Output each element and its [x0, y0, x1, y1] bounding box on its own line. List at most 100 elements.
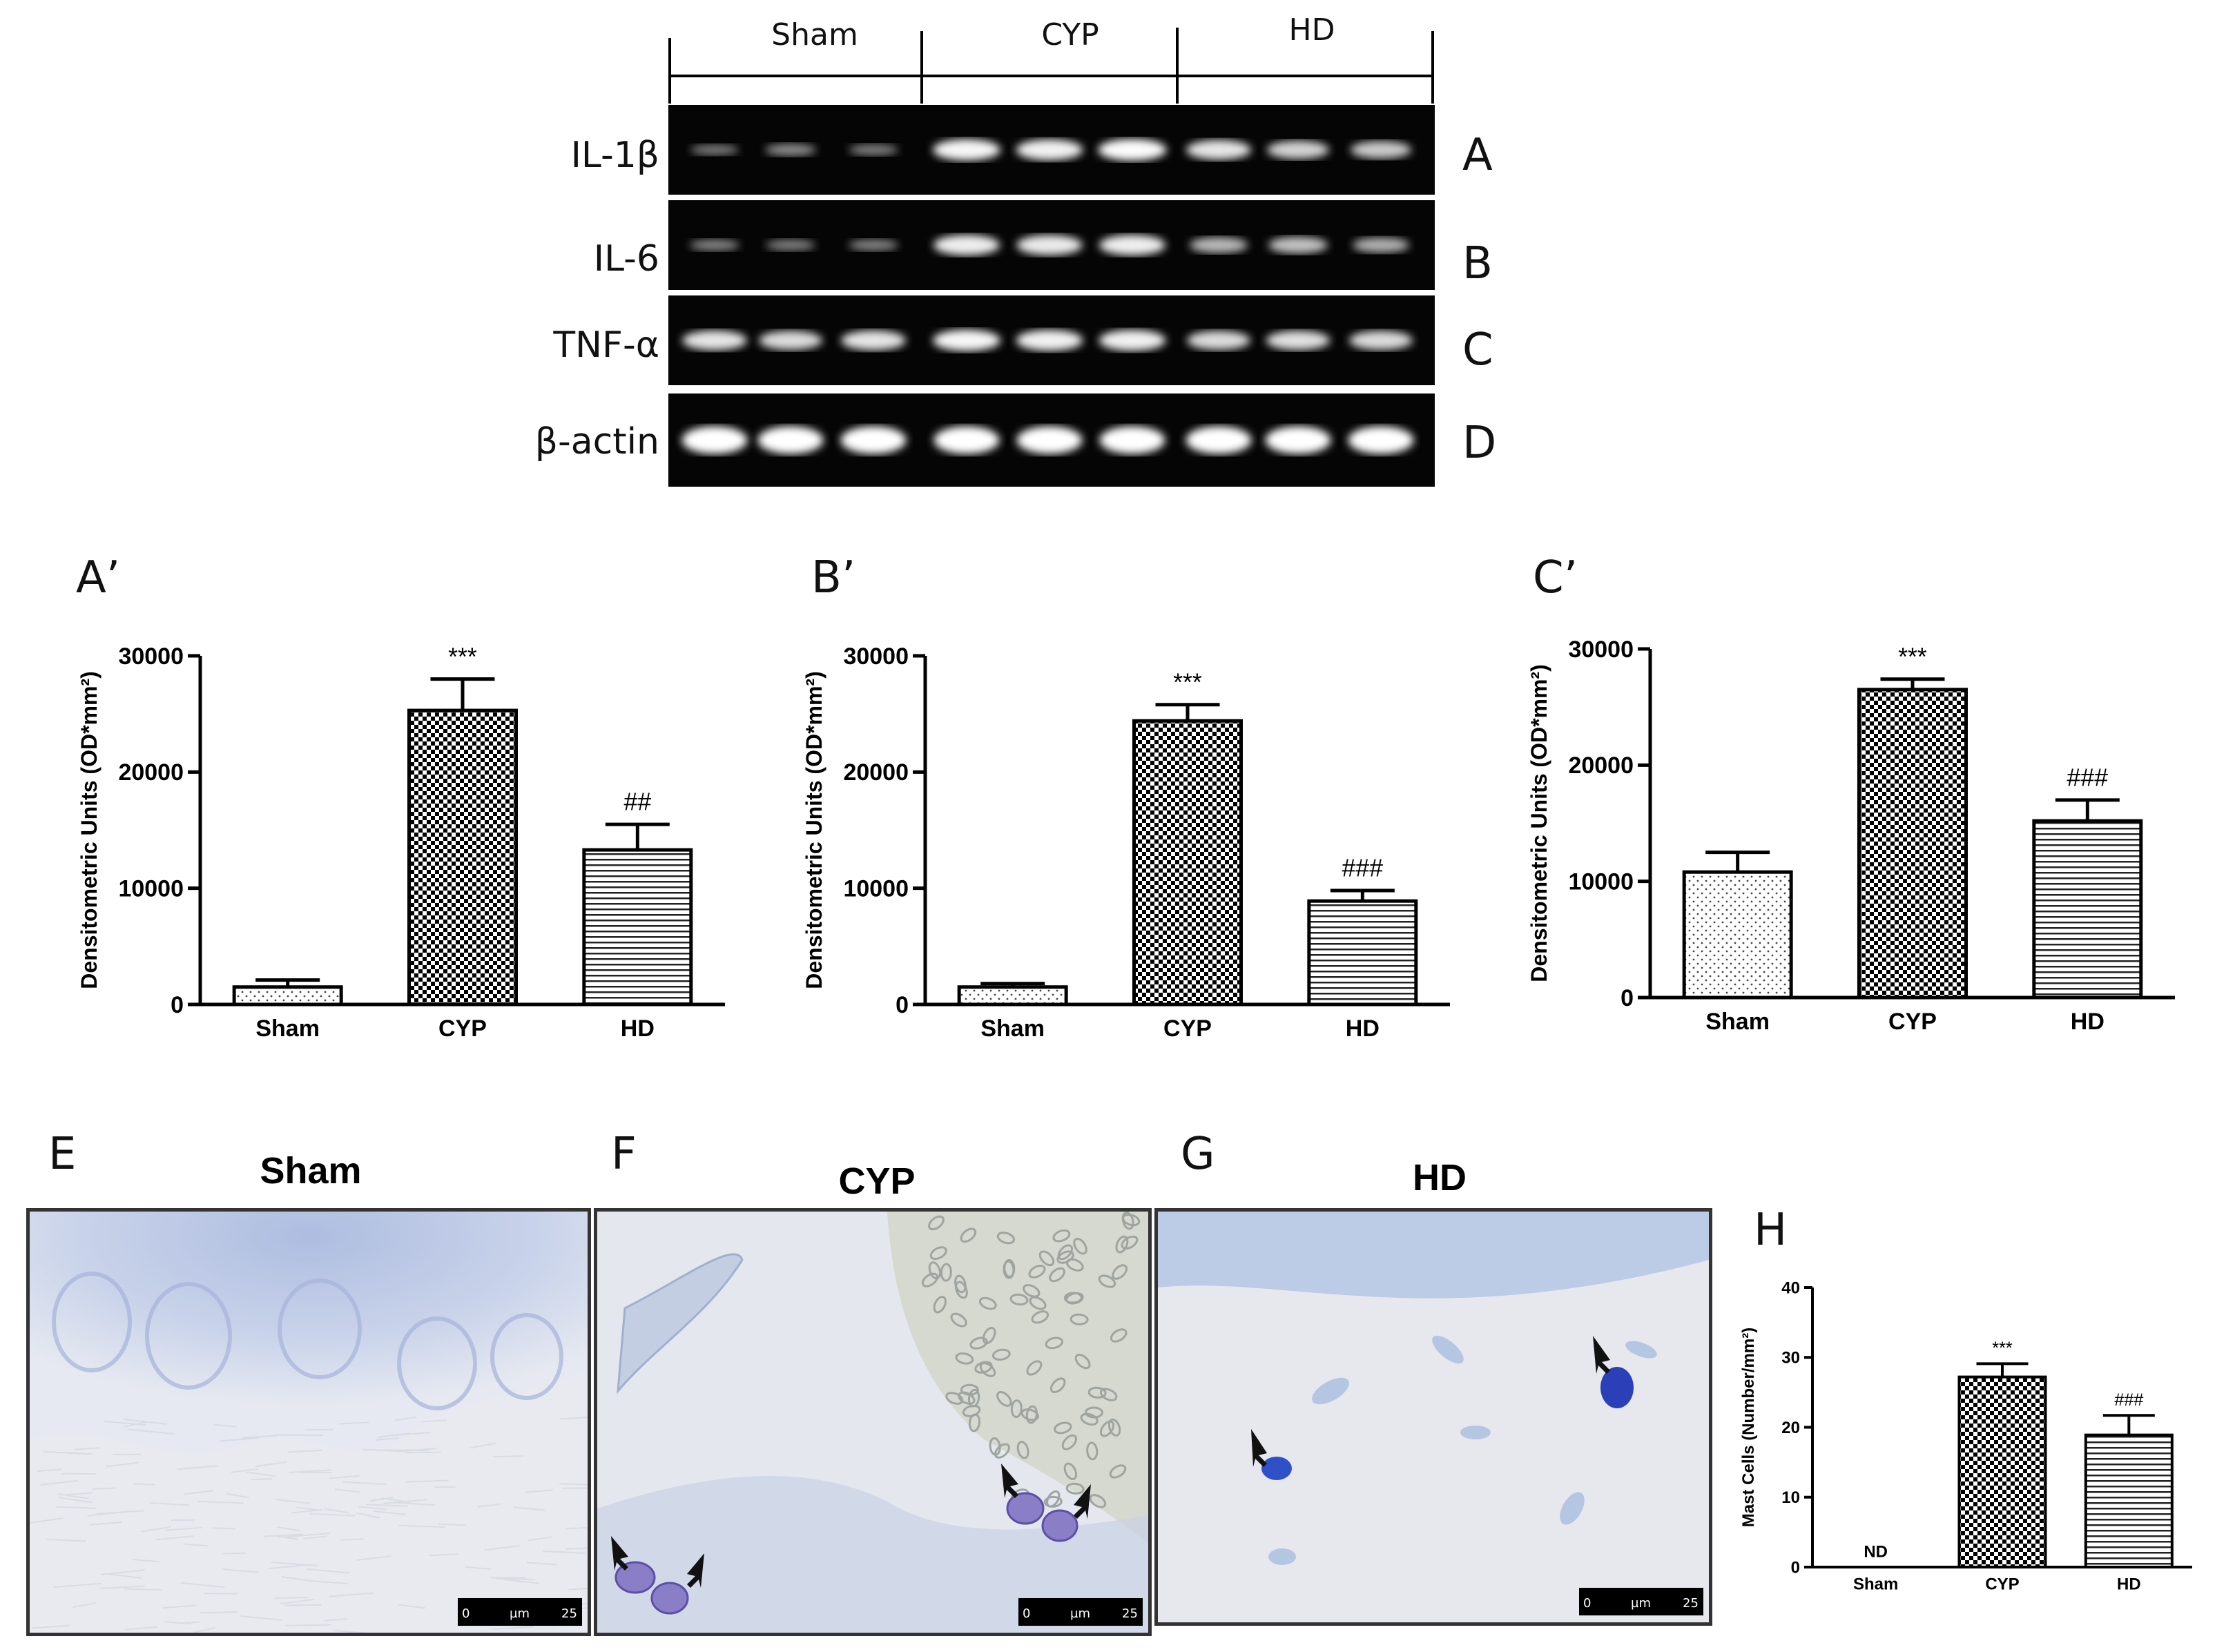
scale-bar-hd: 0 µm 25	[1579, 1588, 1703, 1615]
x-tick-label: Sham	[255, 1016, 320, 1042]
scale-bar-unit: µm	[510, 1606, 530, 1621]
panel-letter-h: H	[1754, 1205, 1788, 1256]
y-tick-label: 0	[171, 992, 184, 1018]
x-tick-label: HD	[2071, 1009, 2105, 1035]
panel-letter-c-prime: C’	[1533, 552, 1578, 603]
bar-sham	[232, 985, 343, 1007]
x-tick-label: HD	[2117, 1575, 2141, 1593]
y-tick-label: 10	[1781, 1488, 1800, 1507]
scale-bar-sham: 0 µm 25	[458, 1598, 582, 1626]
significance-label: ***	[1173, 668, 1202, 696]
y-tick-label: 30000	[843, 643, 909, 670]
panel-letter-g: G	[1181, 1129, 1215, 1180]
gel-band	[933, 235, 1000, 255]
gel-band	[1266, 330, 1331, 351]
bar-cyp	[407, 708, 518, 1007]
gel-row-letter-c: C	[1462, 324, 1493, 376]
y-axis-label: Densitometric Units (OD*mm²)	[802, 671, 826, 989]
bar-cyp	[1957, 1375, 2047, 1568]
gel-band	[1016, 329, 1083, 351]
gel-band	[933, 426, 1000, 454]
y-tick-label: 10000	[843, 876, 909, 902]
gel-band	[765, 144, 816, 156]
gel-row-letter-a: A	[1462, 130, 1493, 181]
bar-hd	[2084, 1433, 2174, 1568]
bar-hd	[1307, 899, 1418, 1007]
y-axis-label: Mast Cells (Number/mm²)	[1739, 1328, 1758, 1527]
y-tick-label: 40	[1781, 1279, 1800, 1297]
significance-label: ###	[1342, 855, 1384, 882]
gel-band	[1351, 141, 1411, 159]
bar-hd	[2032, 819, 2143, 1000]
gel-band	[849, 144, 898, 156]
bar-chart-h: 0 10 20 30 40 Mast Cells (Number/mm²) ND Sham **…	[1739, 1279, 2192, 1593]
y-tick-label: 0	[1791, 1558, 1800, 1577]
bar-cyp	[1132, 719, 1243, 1007]
x-tick-label: CYP	[1163, 1016, 1212, 1042]
y-tick-label: 20000	[118, 759, 184, 786]
x-tick-label: CYP	[1888, 1009, 1937, 1035]
gel-band	[1186, 139, 1251, 160]
gel-band	[1265, 426, 1331, 454]
y-tick-label: 0	[896, 992, 909, 1018]
gel-image	[668, 28, 1435, 487]
scale-bar-end: 25	[1122, 1606, 1138, 1621]
gel-band	[1099, 329, 1166, 351]
gel-band	[681, 426, 748, 454]
y-tick-label: 30	[1781, 1349, 1800, 1368]
micrograph-sham: 0 µm 25	[26, 1208, 591, 1636]
gel-band	[690, 239, 739, 251]
bar-chart-b-prime: 0 10000 20000 30000 Densitometric Units (OD*…	[802, 643, 1450, 1042]
gel-group-hd: HD	[1288, 12, 1335, 48]
significance-label: ***	[1898, 643, 1927, 670]
y-tick-label: 30000	[118, 643, 184, 670]
panel-letter-e: E	[48, 1129, 77, 1180]
y-tick-label: 30000	[1568, 636, 1634, 663]
bar-sham	[1682, 870, 1793, 1000]
gel-band	[933, 139, 1000, 161]
y-axis-label: Densitometric Units (OD*mm²)	[1527, 664, 1551, 982]
micrograph-hd: 0 µm 25	[1154, 1208, 1712, 1626]
scale-bar-unit: µm	[1631, 1596, 1651, 1611]
gel-band	[933, 329, 1000, 351]
bar-sham	[957, 985, 1068, 1007]
gel-row-letter-d: D	[1462, 418, 1497, 469]
significance-label: ###	[2067, 764, 2109, 791]
gel-band	[840, 426, 907, 454]
panel-letter-b-prime: B’	[811, 552, 856, 603]
gel-band	[1099, 235, 1165, 255]
significance-label: ND	[1864, 1543, 1888, 1562]
gel-row-label-il6: IL-6	[593, 238, 659, 280]
scale-bar-end: 25	[561, 1606, 577, 1621]
x-tick-label: Sham	[980, 1016, 1045, 1042]
y-tick-label: 0	[1620, 985, 1634, 1011]
micrograph-title-hd: HD	[1413, 1157, 1467, 1198]
gel-band	[1098, 139, 1167, 161]
gel-band	[682, 330, 747, 351]
gel-band	[841, 330, 906, 351]
gel-band	[1187, 331, 1250, 350]
scale-bar-start: 0	[462, 1606, 470, 1621]
scale-bar-start: 0	[1023, 1606, 1031, 1621]
gel-band	[1349, 331, 1413, 350]
gel-band	[1267, 140, 1329, 159]
gel-band	[1016, 235, 1083, 255]
x-tick-label: CYP	[1985, 1575, 2019, 1593]
panel-letter-a-prime: A’	[76, 552, 121, 603]
scale-bar-unit: µm	[1070, 1606, 1090, 1621]
y-tick-label: 20000	[843, 759, 909, 786]
gel-band	[766, 239, 815, 251]
significance-label: ***	[1992, 1339, 2013, 1358]
gel-band	[1353, 237, 1409, 253]
tissue-image-cyp	[597, 1212, 1148, 1633]
gel-band	[1016, 426, 1083, 454]
scale-bar-end: 25	[1683, 1596, 1699, 1611]
gel-row-label-tnfa: TNF-α	[553, 324, 659, 366]
y-tick-label: 10000	[1568, 869, 1634, 895]
bar-cyp	[1857, 688, 1968, 1000]
bar-chart-c-prime: 0 10000 20000 30000 Densitometric Units (OD*…	[1527, 636, 2175, 1035]
x-tick-label: Sham	[1853, 1575, 1898, 1593]
gel-band	[690, 144, 739, 155]
y-tick-label: 10000	[118, 876, 184, 902]
tissue-image-hd	[1158, 1212, 1709, 1622]
